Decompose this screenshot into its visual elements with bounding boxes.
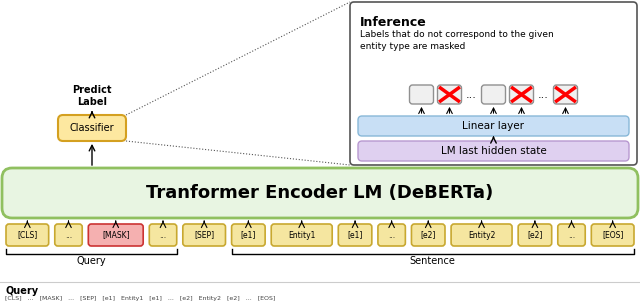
FancyBboxPatch shape <box>591 224 634 246</box>
FancyBboxPatch shape <box>481 85 506 104</box>
FancyBboxPatch shape <box>410 85 433 104</box>
Text: [e1]: [e1] <box>241 230 256 240</box>
Text: Linear layer: Linear layer <box>463 121 525 131</box>
Text: Entity2: Entity2 <box>468 230 495 240</box>
Text: [e2]: [e2] <box>527 230 543 240</box>
Text: LM last hidden state: LM last hidden state <box>440 146 547 156</box>
Text: [EOS]: [EOS] <box>602 230 623 240</box>
Text: Labels that do not correspond to the given
entity type are masked: Labels that do not correspond to the giv… <box>360 30 554 51</box>
Text: Inference: Inference <box>360 16 427 29</box>
FancyBboxPatch shape <box>6 224 49 246</box>
Text: [MASK]: [MASK] <box>102 230 129 240</box>
Text: ...: ... <box>388 230 396 240</box>
FancyBboxPatch shape <box>412 224 445 246</box>
FancyBboxPatch shape <box>451 224 512 246</box>
Text: ...: ... <box>65 230 72 240</box>
FancyBboxPatch shape <box>378 224 405 246</box>
FancyBboxPatch shape <box>554 85 577 104</box>
FancyBboxPatch shape <box>558 224 585 246</box>
Text: ...: ... <box>159 230 166 240</box>
Text: Predict
Label: Predict Label <box>72 85 112 107</box>
Text: Classifier: Classifier <box>70 123 115 133</box>
FancyBboxPatch shape <box>183 224 225 246</box>
Text: [e1]: [e1] <box>348 230 363 240</box>
FancyBboxPatch shape <box>88 224 143 246</box>
Text: ...: ... <box>538 89 549 99</box>
FancyBboxPatch shape <box>358 116 629 136</box>
Text: Tranformer Encoder LM (DeBERTa): Tranformer Encoder LM (DeBERTa) <box>147 184 493 202</box>
FancyBboxPatch shape <box>55 224 82 246</box>
Text: Entity1: Entity1 <box>288 230 316 240</box>
Text: Sentence: Sentence <box>410 256 456 266</box>
Text: [e2]: [e2] <box>420 230 436 240</box>
Text: [CLS]: [CLS] <box>17 230 38 240</box>
FancyBboxPatch shape <box>438 85 461 104</box>
FancyBboxPatch shape <box>232 224 265 246</box>
FancyBboxPatch shape <box>149 224 177 246</box>
FancyBboxPatch shape <box>509 85 534 104</box>
FancyBboxPatch shape <box>2 168 638 218</box>
Text: [SEP]: [SEP] <box>194 230 214 240</box>
Text: Query: Query <box>5 286 38 296</box>
Text: Query: Query <box>77 256 106 266</box>
FancyBboxPatch shape <box>518 224 552 246</box>
Text: ...: ... <box>568 230 575 240</box>
FancyBboxPatch shape <box>350 2 637 165</box>
FancyBboxPatch shape <box>339 224 372 246</box>
FancyBboxPatch shape <box>358 141 629 161</box>
FancyBboxPatch shape <box>271 224 332 246</box>
Text: [CLS]   ...   [MASK]   ...   [SEP]   [e1]   Entity1   [e1]   ...   [e2]   Entity: [CLS] ... [MASK] ... [SEP] [e1] Entity1 … <box>5 296 275 301</box>
Text: ...: ... <box>466 89 477 99</box>
FancyBboxPatch shape <box>58 115 126 141</box>
